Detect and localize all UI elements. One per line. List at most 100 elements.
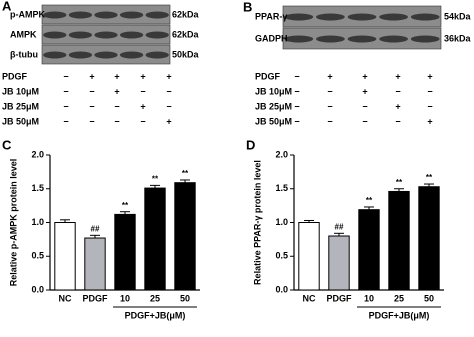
blot-band [284, 13, 314, 21]
x-tick-label: 10 [120, 293, 130, 303]
treatment-sign: − [395, 116, 400, 126]
treatment-sign: + [362, 86, 367, 96]
blot-band [119, 51, 144, 59]
bar [358, 209, 380, 291]
treatment-label: JB 25μM [2, 101, 39, 111]
treatment-sign: − [89, 86, 94, 96]
blot-label: AMPK [10, 29, 37, 39]
x-tick-label: NC [59, 293, 72, 303]
blot-band [379, 13, 408, 21]
treatment-sign: − [327, 101, 332, 111]
treatment-sign: − [362, 116, 367, 126]
blot-band [145, 51, 169, 59]
treatment-sign: + [114, 71, 119, 81]
y-tick-label: 0.0 [275, 284, 288, 294]
blot-band [284, 35, 314, 43]
blot-band [410, 35, 440, 43]
significance-label: ** [366, 196, 373, 205]
x-tick-label: NC [303, 293, 316, 303]
treatment-sign: − [63, 71, 68, 81]
treatment-sign: − [294, 86, 299, 96]
treatment-sign: − [294, 71, 299, 81]
treatment-sign: − [63, 116, 68, 126]
x-tick-label: 10 [364, 293, 374, 303]
significance-label: ## [91, 224, 100, 233]
blot-band [68, 51, 93, 59]
treatment-label: PDGF [2, 71, 28, 81]
blot-label: PPAR-γ [255, 11, 287, 21]
group-label: PDGF+JB(μM) [125, 310, 186, 320]
significance-label: ** [396, 178, 403, 187]
significance-label: ** [182, 169, 189, 178]
treatment-label: JB 25μM [255, 101, 292, 111]
y-tick-label: 1.0 [275, 217, 288, 227]
bar [114, 213, 136, 291]
x-tick-label: PDGF [82, 293, 108, 303]
y-tick-label: 0.5 [31, 251, 44, 261]
panel-letter: A [2, 0, 12, 13]
blot-size: 54kDa [444, 11, 472, 21]
treatment-label: PDGF [255, 71, 281, 81]
treatment-sign: − [114, 116, 119, 126]
y-tick-label: 0.0 [31, 284, 44, 294]
significance-label: ** [122, 201, 129, 210]
blot-size: 50kDa [172, 49, 200, 59]
y-tick-label: 1.0 [31, 217, 44, 227]
treatment-sign: + [395, 71, 400, 81]
treatment-sign: + [427, 116, 432, 126]
x-tick-label: 50 [424, 293, 434, 303]
blot-label: p-AMPK [10, 9, 45, 19]
y-tick-label: 2.0 [31, 149, 44, 159]
blot-label: β-tubu [10, 49, 38, 59]
bar [418, 186, 440, 291]
blot-band [43, 11, 67, 19]
y-tick-label: 0.5 [275, 251, 288, 261]
treatment-label: JB 10μM [2, 86, 39, 96]
blot-band [347, 13, 377, 21]
blot-band [119, 11, 144, 19]
treatment-sign: − [114, 101, 119, 111]
blot-size: 62kDa [172, 29, 200, 39]
treatment-sign: + [427, 71, 432, 81]
treatment-sign: − [63, 101, 68, 111]
treatment-sign: − [89, 116, 94, 126]
bar [388, 190, 410, 291]
treatment-sign: − [395, 86, 400, 96]
blot-band [94, 31, 118, 39]
treatment-sign: + [140, 71, 145, 81]
blot-size: 36kDa [444, 33, 472, 43]
treatment-sign: − [294, 116, 299, 126]
treatment-sign: + [114, 86, 119, 96]
treatment-sign: − [63, 86, 68, 96]
blot-band [119, 31, 144, 39]
treatment-sign: − [327, 116, 332, 126]
blot-band [316, 35, 345, 43]
treatment-sign: + [166, 71, 171, 81]
x-tick-label: PDGF [326, 293, 352, 303]
treatment-sign: + [327, 71, 332, 81]
treatment-sign: − [427, 86, 432, 96]
bar [84, 237, 106, 291]
blot-band [43, 51, 67, 59]
significance-label: ** [152, 174, 159, 183]
blot-band [43, 31, 67, 39]
blot-band [94, 51, 118, 59]
panel-letter: B [243, 0, 252, 14]
bar [298, 222, 320, 291]
blot-band [68, 31, 93, 39]
x-tick-label: 25 [394, 293, 404, 303]
blot-band [410, 13, 440, 21]
treatment-sign: + [362, 71, 367, 81]
blot-band [316, 13, 345, 21]
treatment-label: JB 10μM [255, 86, 292, 96]
x-tick-label: 25 [150, 293, 160, 303]
x-tick-label: 50 [180, 293, 190, 303]
bar [174, 182, 196, 291]
blot-band [347, 35, 377, 43]
y-axis-label: Relative PPAR-γ protein level [252, 160, 262, 285]
panel-letter: D [246, 137, 255, 152]
treatment-sign: − [294, 101, 299, 111]
blot-label: GADPH [255, 33, 288, 43]
blot-band [145, 11, 169, 19]
blot-band [68, 11, 93, 19]
